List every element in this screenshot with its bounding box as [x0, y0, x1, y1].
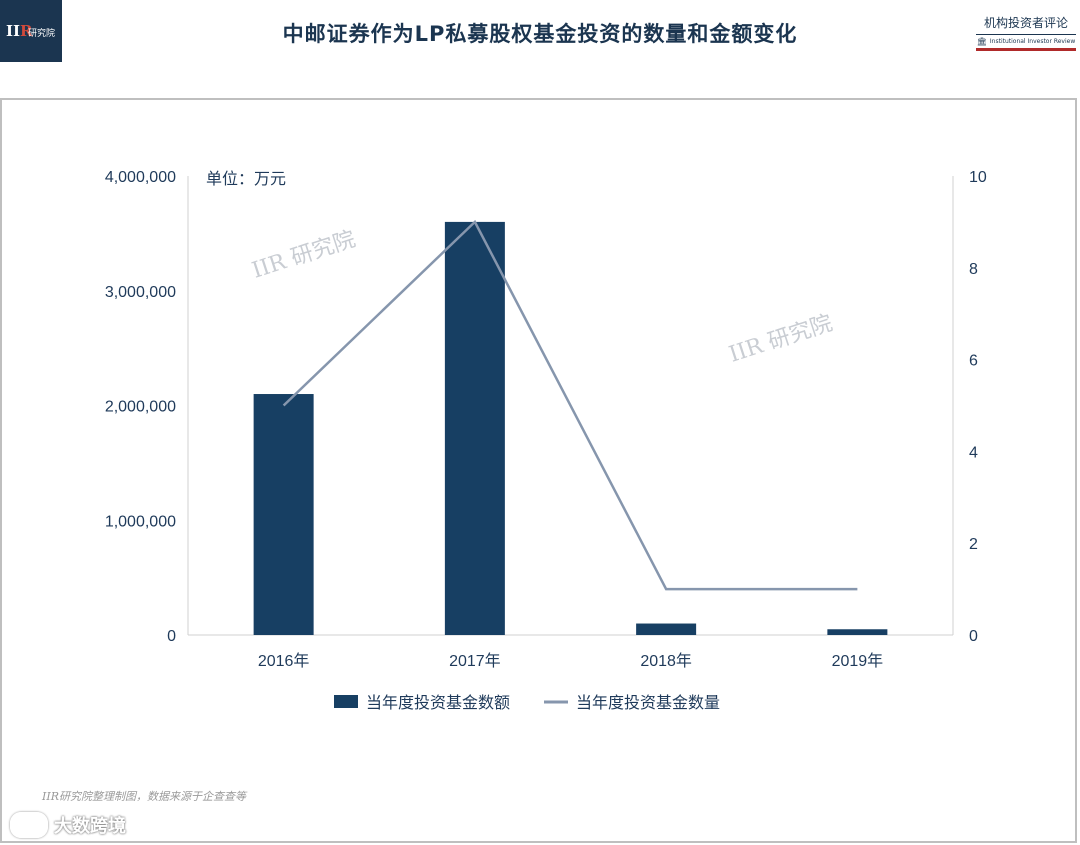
y-right-tick-label: 4	[969, 444, 978, 461]
bar-2016年	[253, 394, 314, 635]
iir-logo: IIR 研究院	[0, 0, 62, 62]
page-title: 中邮证券作为LP私募股权基金投资的数量和金额变化	[282, 22, 798, 46]
x-tick-label: 2018年	[640, 652, 692, 670]
logo-text: 研究院	[28, 29, 56, 39]
corner-watermark: 大数跨境	[10, 812, 126, 838]
legend-label-line: 当年度投资基金数量	[576, 694, 720, 712]
y-right-tick-label: 2	[969, 536, 978, 553]
source-note: IIR研究院整理制图，数据来源于企查查等	[42, 790, 246, 803]
bar-2017年	[444, 221, 505, 635]
watermark-text: IIR 研究院	[726, 311, 835, 368]
unit-label: 单位：万元	[206, 170, 286, 188]
bar-2019年	[827, 629, 888, 635]
y-right-tick-label: 8	[969, 261, 978, 278]
x-tick-label: 2017年	[449, 652, 501, 670]
bar-2018年	[636, 623, 697, 635]
brand-underline	[976, 48, 1076, 51]
x-tick-label: 2019年	[832, 652, 884, 670]
legend-label-bar: 当年度投资基金数额	[366, 694, 510, 712]
y-right-tick-label: 6	[969, 353, 978, 370]
logo-mark: IIR	[6, 22, 33, 40]
y-left-tick-label: 1,000,000	[105, 513, 176, 530]
watermark-text: IIR 研究院	[249, 227, 358, 284]
brand-name-en: Institutional Investor Review	[989, 38, 1076, 45]
building-icon: 🏛	[976, 37, 987, 46]
y-left-tick-label: 2,000,000	[105, 399, 176, 416]
watermark-logo-icon	[10, 812, 48, 838]
y-left-tick-label: 4,000,000	[105, 169, 176, 186]
y-right-tick-label: 0	[969, 628, 978, 645]
y-left-tick-label: 0	[167, 628, 176, 645]
chart-frame	[0, 98, 1077, 843]
y-left-tick-label: 3,000,000	[105, 284, 176, 301]
line-series-count	[282, 219, 858, 591]
brand-logo: 机构投资者评论 🏛 Institutional Investor Review	[976, 14, 1076, 51]
x-tick-label: 2016年	[258, 652, 310, 670]
y-right-tick-label: 10	[969, 169, 987, 186]
brand-name-cn: 机构投资者评论	[983, 16, 1068, 30]
legend-swatch-bar	[334, 695, 358, 708]
corner-watermark-text: 大数跨境	[54, 816, 126, 837]
